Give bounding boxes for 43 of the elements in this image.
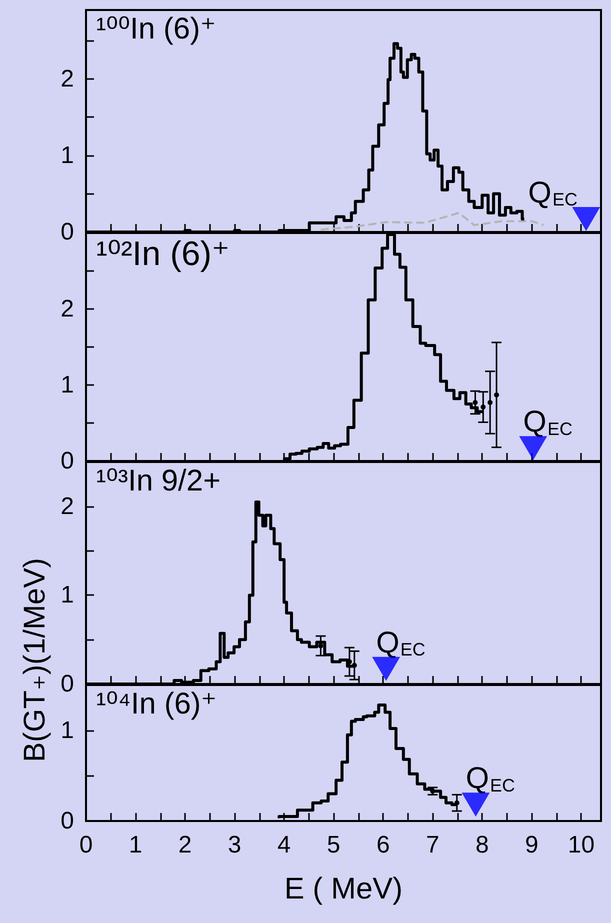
y-tick-label: 1 (60, 372, 74, 398)
y-tick-label: 0 (60, 670, 74, 698)
annotation: ¹⁰³In 9/2+ (96, 464, 221, 498)
point (472, 400, 478, 405)
point (519, 436, 548, 460)
x-tick-label: 6 (376, 832, 390, 858)
line-series (320, 212, 545, 231)
x-tick-label: 4 (277, 832, 291, 858)
annotation: ¹⁰⁴In (6)⁺ (96, 688, 217, 720)
point (352, 662, 357, 668)
x-tick-label: 0 (79, 832, 93, 858)
y-tick-label: 0 (60, 448, 74, 474)
annotation: ¹⁰⁰In (6)⁺ (96, 12, 216, 46)
point (488, 400, 493, 405)
y-tick-label: 1 (60, 142, 74, 169)
y-tick-label: 1 (60, 716, 74, 744)
x-axis-title: E ( MeV) (284, 872, 403, 906)
x-tick-label: 5 (326, 832, 340, 858)
y-tick-label: 2 (60, 492, 74, 520)
annotation: QEC (376, 626, 426, 660)
x-tick-label: 8 (475, 832, 489, 858)
y-tick-label: 1 (60, 582, 74, 609)
point (454, 800, 460, 806)
annotation: QEC (523, 406, 573, 439)
x-tick-label: 10 (568, 832, 595, 858)
y-axis-title: B(GT₊)(1/MeV) (18, 558, 52, 762)
x-tick-label: 9 (524, 832, 538, 858)
x-tick-label: 2 (178, 832, 192, 858)
x-tick-label: 1 (128, 832, 142, 858)
point (318, 643, 324, 648)
y-tick-label: 0 (60, 218, 74, 246)
point (480, 404, 486, 410)
annotation: QEC (466, 762, 516, 796)
point (372, 656, 400, 681)
annotation: ¹⁰²In (6)⁺ (96, 235, 230, 273)
point (494, 392, 500, 398)
annotation: QEC (528, 176, 578, 210)
x-tick-label: 7 (426, 832, 440, 858)
y-tick-label: 2 (60, 65, 74, 92)
point (462, 792, 490, 817)
y-tick-label: 2 (60, 296, 74, 322)
x-tick-label: 3 (228, 832, 242, 858)
y-tick-label: 0 (60, 808, 74, 834)
